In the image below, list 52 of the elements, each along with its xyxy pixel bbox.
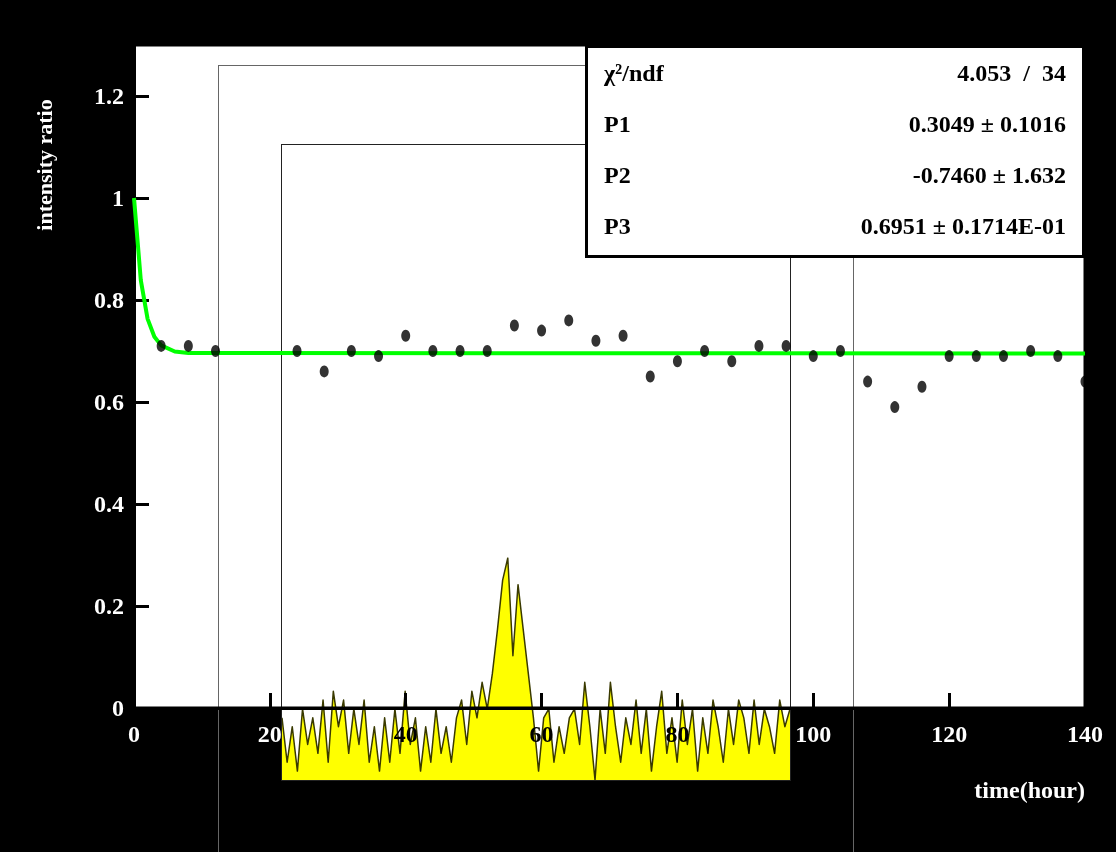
text: P3 0.6951 ± 0.1714E-01 <box>604 213 1066 239</box>
point <box>537 324 547 337</box>
text: P1 0.3049 ± 0.1016 <box>604 111 1066 137</box>
y-tick-label: 0.4 <box>94 491 124 517</box>
text: P2 -0.7460 ± 1.632 <box>604 162 1066 188</box>
point <box>1026 345 1036 357</box>
point <box>971 350 981 363</box>
point <box>509 319 519 332</box>
x-tick-label: 20 <box>257 721 282 747</box>
point <box>781 339 791 352</box>
x-tick-label: 120 <box>931 721 968 747</box>
point <box>183 339 193 352</box>
x-axis-title: time(hour) <box>974 777 1085 803</box>
point <box>890 401 900 414</box>
point <box>1053 350 1063 363</box>
point <box>346 345 356 357</box>
point <box>700 345 710 357</box>
y-tick-label: 0.2 <box>94 593 124 619</box>
y-tick-label: 1.2 <box>94 83 124 109</box>
point <box>917 380 927 393</box>
point <box>727 355 737 368</box>
y-tick-label: 0.6 <box>94 389 124 415</box>
line-series <box>132 196 1087 356</box>
x-tick-label: 140 <box>1067 721 1103 747</box>
point <box>808 350 818 363</box>
y-axis-title: intensity ratio <box>32 99 58 231</box>
point <box>672 355 682 368</box>
point <box>944 350 954 363</box>
point <box>645 370 655 383</box>
y-tick-label: 0 <box>112 695 124 721</box>
point <box>835 345 845 357</box>
text: χ²/ndf 4.053 / 34 <box>604 60 1066 86</box>
y-tick-label: 1 <box>112 185 124 211</box>
point <box>618 329 628 342</box>
point <box>998 350 1008 363</box>
point <box>863 375 873 388</box>
point <box>455 345 465 357</box>
point <box>374 350 384 363</box>
point <box>591 334 601 347</box>
point <box>156 339 166 352</box>
point <box>292 345 302 357</box>
point <box>564 314 574 327</box>
point <box>428 345 438 357</box>
point <box>401 329 411 342</box>
x-tick-label: 0 <box>128 721 140 747</box>
x-tick-label: 100 <box>795 721 832 747</box>
point <box>211 345 221 357</box>
y-tick-label: 0.8 <box>94 287 124 313</box>
point <box>482 345 492 357</box>
point <box>754 339 764 352</box>
point <box>319 365 329 378</box>
x-tick-label: 80 <box>665 721 690 747</box>
